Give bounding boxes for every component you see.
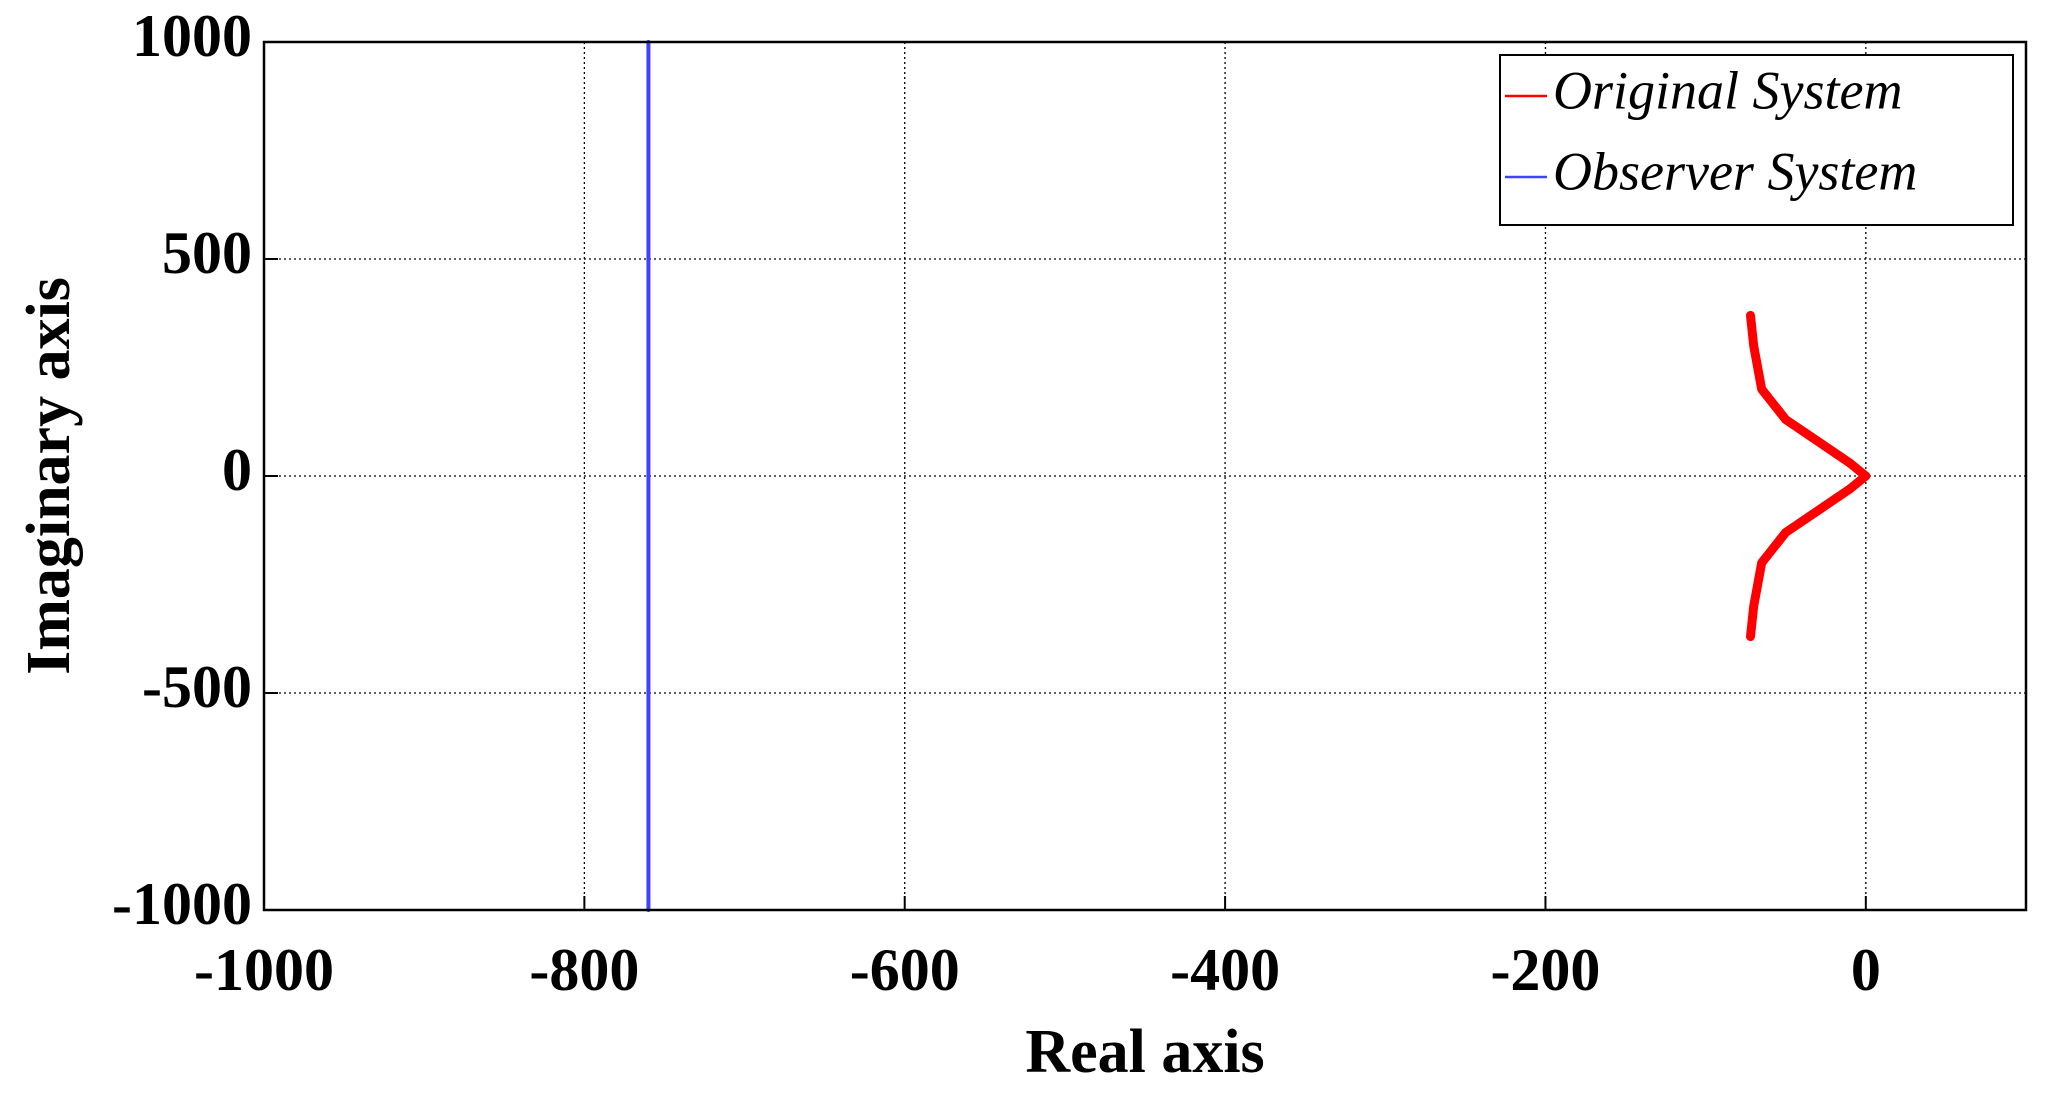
x-tick-label: -1000 <box>194 937 334 1003</box>
x-tick-label: -600 <box>850 937 960 1003</box>
x-tick-label: -200 <box>1490 937 1600 1003</box>
legend-box <box>1499 54 2014 226</box>
legend-label: Observer System <box>1553 141 1917 201</box>
x-tick-label: -800 <box>529 937 639 1003</box>
y-tick-label: 0 <box>222 437 252 503</box>
x-tick-label: -400 <box>1170 937 1280 1003</box>
legend-label: Original System <box>1553 60 1902 120</box>
x-axis-title: Real axis <box>1025 1018 1264 1086</box>
y-tick-label: 1000 <box>132 3 252 69</box>
plot-frame <box>262 40 2028 912</box>
x-tick-label: 0 <box>1851 937 1881 1003</box>
y-tick-label: -1000 <box>112 871 252 937</box>
y-axis-title: Imaginary axis <box>15 277 83 675</box>
series-line <box>1745 310 1871 642</box>
y-tick-label: 500 <box>162 220 252 286</box>
y-tick-label: -500 <box>142 654 252 720</box>
